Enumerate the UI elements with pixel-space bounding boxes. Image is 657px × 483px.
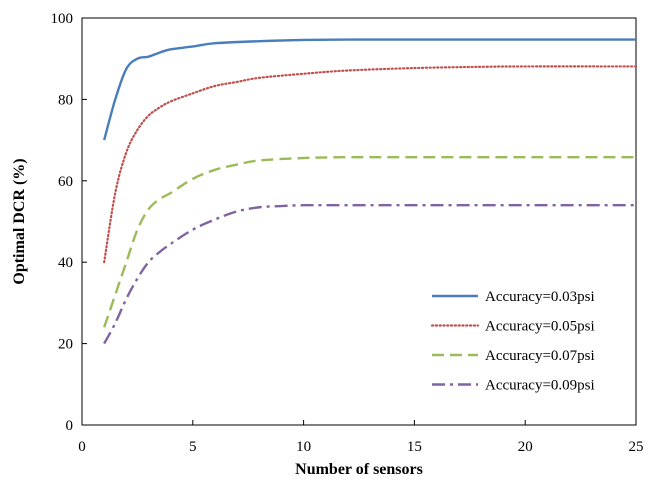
x-tick-label: 20 bbox=[518, 439, 533, 455]
x-tick-label: 10 bbox=[296, 439, 311, 455]
y-axis-title: Optimal DCR (%) bbox=[11, 158, 28, 284]
y-tick-label: 0 bbox=[66, 418, 74, 434]
x-axis-title: Number of sensors bbox=[295, 461, 423, 478]
series-line-1 bbox=[103, 38, 636, 141]
x-tick-label: 5 bbox=[189, 439, 197, 455]
x-tick-label: 15 bbox=[407, 439, 422, 455]
y-tick-label: 100 bbox=[51, 11, 74, 27]
legend-item: Accuracy=0.07psi bbox=[432, 348, 595, 364]
series-line-3 bbox=[103, 155, 636, 328]
legend-item: Accuracy=0.03psi bbox=[432, 289, 595, 305]
legend-item: Accuracy=0.09psi bbox=[432, 378, 595, 394]
y-tick-label: 60 bbox=[58, 174, 73, 190]
x-axis-ticks: 0 5 10 15 20 25 bbox=[78, 420, 644, 455]
x-tick-label: 25 bbox=[629, 439, 644, 455]
legend-label: Accuracy=0.09psi bbox=[485, 378, 595, 394]
series-line-2 bbox=[103, 65, 638, 264]
y-tick-label: 20 bbox=[58, 337, 73, 353]
legend-item: Accuracy=0.05psi bbox=[430, 319, 595, 335]
series-line-4 bbox=[103, 203, 636, 345]
plot-area-border bbox=[81, 17, 637, 426]
legend-label: Accuracy=0.07psi bbox=[485, 348, 595, 364]
x-tick-label: 0 bbox=[78, 439, 86, 455]
y-tick-label: 80 bbox=[58, 92, 73, 108]
legend-label: Accuracy=0.03psi bbox=[485, 289, 595, 305]
y-tick-label: 40 bbox=[58, 255, 73, 271]
series-layer bbox=[103, 38, 638, 345]
legend-label: Accuracy=0.05psi bbox=[485, 319, 595, 335]
plot-frame bbox=[81, 17, 637, 426]
y-axis-ticks: 0 20 40 60 80 100 bbox=[51, 11, 87, 434]
legend: Accuracy=0.03psi Accuracy=0.05psi Accura… bbox=[430, 289, 595, 394]
